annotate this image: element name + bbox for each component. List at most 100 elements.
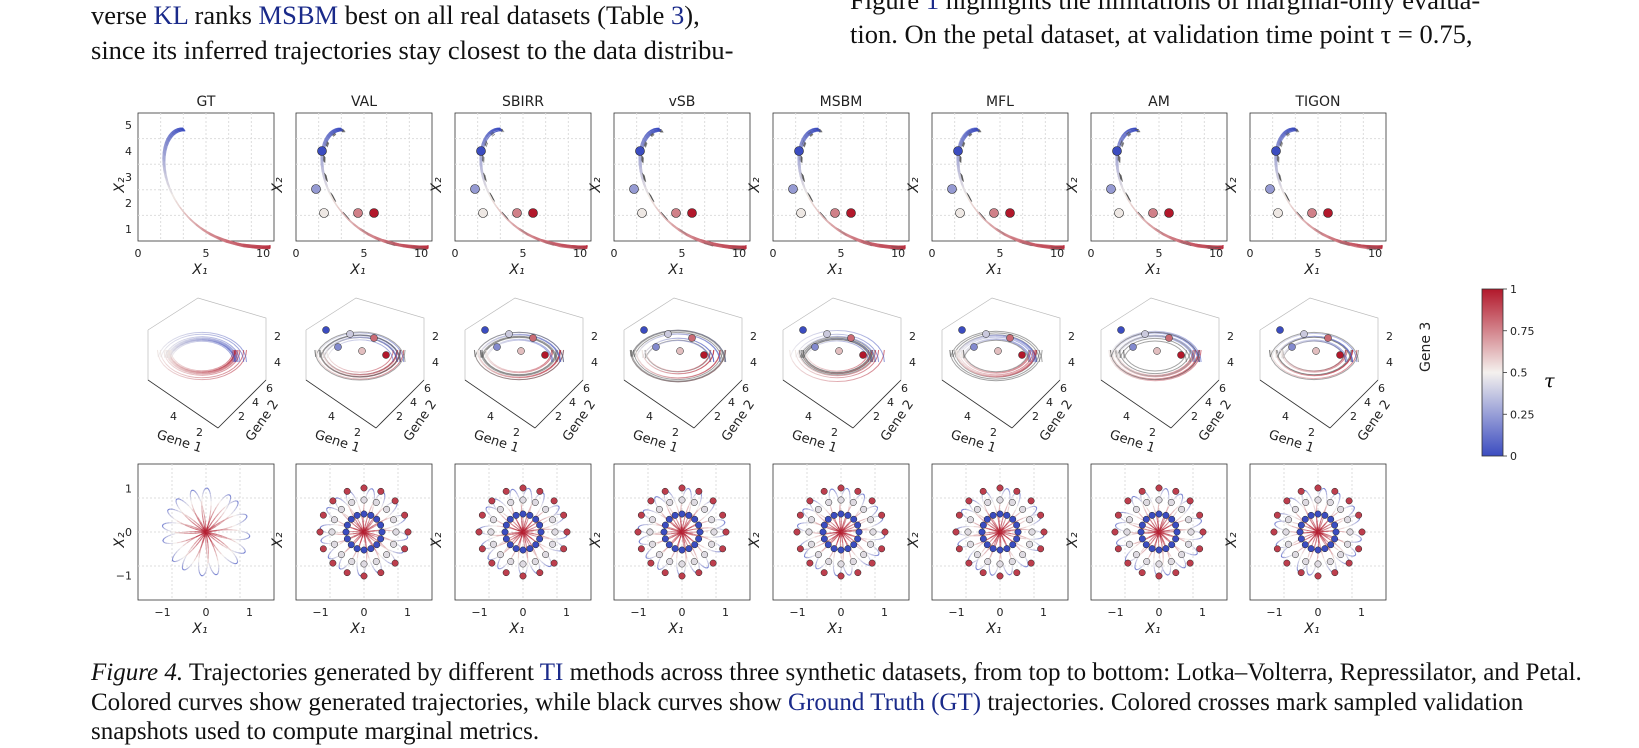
- petal-panel: −1 0 1 X₁ X₂: [429, 463, 592, 637]
- gene-3-tick: 4: [274, 356, 281, 369]
- trajectory-segment: [343, 340, 349, 344]
- petal-panel: −1 0 1 X₁ X₂: [270, 463, 433, 637]
- trajectory-segment: [372, 488, 375, 491]
- trajectory-segment: [176, 503, 179, 507]
- trajectory-segment: [227, 513, 232, 518]
- validation-cross: [542, 505, 550, 513]
- trajectory-segment: [233, 363, 239, 369]
- validation-cross: [329, 497, 337, 505]
- validation-cross: [542, 551, 550, 559]
- trajectory-segment: [203, 489, 206, 492]
- figure-1-link[interactable]: 1: [925, 0, 940, 15]
- trajectory-segment: [169, 354, 172, 359]
- validation-cross: [502, 487, 510, 495]
- trajectory-segment: [388, 357, 392, 362]
- trajectory-segment: [174, 551, 178, 555]
- trajectory-segment: [218, 366, 225, 371]
- trajectory-segment: [224, 238, 234, 243]
- trajectory-segment: [223, 543, 229, 548]
- trajectory-segment: [376, 342, 382, 346]
- gene-2-tick: 2: [396, 410, 403, 423]
- trajectory-segment: [188, 373, 196, 376]
- trajectory-segment: [184, 339, 191, 343]
- y-tick-label: −1: [116, 570, 132, 583]
- trajectory-segment: [177, 510, 182, 514]
- trajectory-segment: [179, 375, 187, 379]
- trajectory-segment: [330, 360, 335, 365]
- trajectory-segment: [213, 369, 220, 373]
- trajectory-segment: [188, 505, 193, 510]
- gene-2-tick: 6: [583, 382, 590, 395]
- trajectory-segment: [525, 488, 528, 491]
- trajectory-segment: [352, 532, 359, 535]
- trajectory-segment: [197, 516, 202, 523]
- petal-panel: −1 0 1 1 0 −1 X₁ X₂: [112, 463, 275, 637]
- validation-cross: [360, 484, 368, 492]
- trajectory-segment: [229, 361, 234, 366]
- trajectory-segment: [167, 508, 170, 511]
- x-tick-label: 10: [414, 247, 428, 260]
- trajectory-segment: [402, 349, 405, 356]
- trajectory-segment: [191, 341, 197, 343]
- validation-cross: [401, 511, 409, 519]
- y-tick-label: 1: [125, 223, 132, 236]
- trajectory-segment: [163, 144, 167, 150]
- validation-cross: [478, 208, 488, 218]
- validation-cross: [353, 545, 361, 553]
- gene-2-tick: 4: [410, 396, 417, 409]
- trajectory-segment: [208, 372, 215, 375]
- validation-cross: [550, 497, 558, 505]
- trajectory-segment: [178, 130, 183, 133]
- trajectory-segment: [211, 517, 216, 523]
- trajectory-segment: [224, 343, 230, 347]
- trajectory-segment: [385, 347, 390, 352]
- trajectory-segment: [228, 361, 233, 366]
- trajectory-segment: [190, 490, 192, 493]
- trajectory-segment: [175, 364, 181, 368]
- validation-cross: [536, 569, 544, 577]
- validation-cross: [346, 330, 354, 338]
- trajectory-segment: [240, 352, 244, 358]
- trajectory-segment: [365, 339, 372, 342]
- trajectory-segment: [190, 339, 197, 342]
- y-axis-label: X₂: [429, 177, 445, 194]
- validation-cross: [390, 540, 398, 548]
- trajectory-segment: [167, 357, 172, 363]
- trajectory-segment: [172, 351, 176, 356]
- y-tick-label: 2: [125, 197, 132, 210]
- kl-link[interactable]: KL: [153, 0, 188, 30]
- y-tick-label: 0: [125, 526, 132, 539]
- trajectory-segment: [208, 337, 215, 340]
- trajectory-segment: [165, 343, 171, 349]
- trajectory-segment: [207, 488, 210, 490]
- trajectory-segment: [348, 339, 355, 342]
- trajectory-segment: [230, 350, 234, 355]
- x-tick-label: −1: [312, 606, 328, 619]
- trajectory-segment: [243, 246, 254, 249]
- trajectory-segment: [179, 367, 185, 371]
- trajectory-segment: [165, 363, 171, 369]
- trajectory-segment: [320, 525, 323, 528]
- trajectory-segment: [175, 131, 180, 134]
- trajectory-segment: [167, 529, 172, 532]
- validation-cross: [353, 208, 363, 218]
- trajectory-segment: [169, 133, 173, 138]
- trajectory-segment: [402, 356, 405, 363]
- table-3-link[interactable]: 3: [671, 0, 685, 30]
- trajectory-segment: [166, 141, 169, 146]
- validation-cross: [476, 146, 486, 156]
- trajectory-segment: [197, 523, 203, 529]
- trajectory-segment: [348, 370, 355, 373]
- validation-cross: [526, 545, 534, 553]
- validation-cross: [353, 511, 361, 519]
- trajectory-segment: [239, 521, 243, 524]
- trajectory-segment: [176, 344, 182, 349]
- trajectory-segment: [522, 537, 525, 544]
- trajectory-segment: [209, 234, 219, 240]
- trajectory-segment: [395, 515, 399, 517]
- trajectory-segment: [224, 365, 230, 369]
- msbm-link[interactable]: MSBM: [258, 0, 339, 30]
- x-tick-label: 0: [135, 247, 142, 260]
- trajectory-segment: [403, 356, 406, 363]
- trajectory-segment: [185, 340, 191, 344]
